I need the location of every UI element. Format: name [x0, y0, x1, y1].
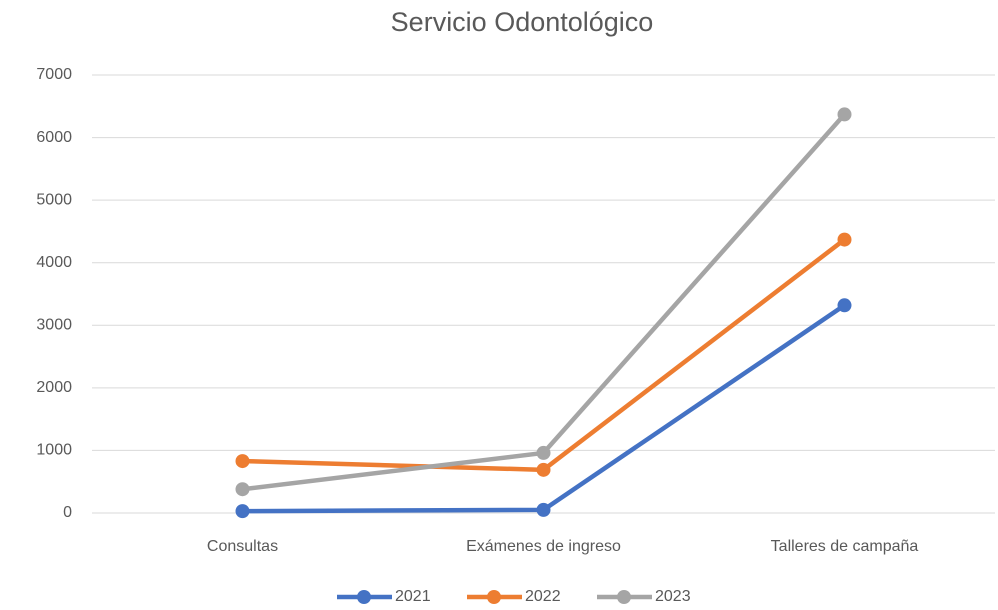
y-tick-label: 5000 [36, 191, 72, 208]
marker [837, 232, 852, 247]
marker [536, 462, 551, 477]
y-tick-label: 0 [63, 504, 72, 521]
y-tick-label: 7000 [36, 66, 72, 83]
marker [837, 298, 852, 313]
series-line [242, 237, 846, 473]
series-line [242, 112, 847, 492]
marker [536, 445, 551, 460]
marker [235, 482, 250, 497]
y-tick-label: 6000 [36, 129, 72, 146]
marker [235, 504, 250, 519]
marker [837, 107, 852, 122]
legend-swatch-marker [487, 590, 501, 604]
legend-label: 2022 [525, 588, 561, 605]
y-tick-label: 3000 [36, 317, 72, 334]
y-tick-label: 2000 [36, 379, 72, 396]
legend-swatch-marker [357, 590, 371, 604]
chart-title: Servicio Odontológico [391, 7, 654, 37]
x-tick-label: Consultas [207, 538, 278, 555]
marker [235, 454, 250, 469]
y-tick-label: 1000 [36, 442, 72, 459]
legend-label: 2021 [395, 588, 431, 605]
x-tick-label: Exámenes de ingreso [466, 538, 621, 555]
y-tick-label: 4000 [36, 254, 72, 271]
marker [536, 502, 551, 517]
legend-swatch-marker [617, 590, 631, 604]
legend-label: 2023 [655, 588, 691, 605]
x-tick-label: Talleres de campaña [771, 538, 919, 555]
